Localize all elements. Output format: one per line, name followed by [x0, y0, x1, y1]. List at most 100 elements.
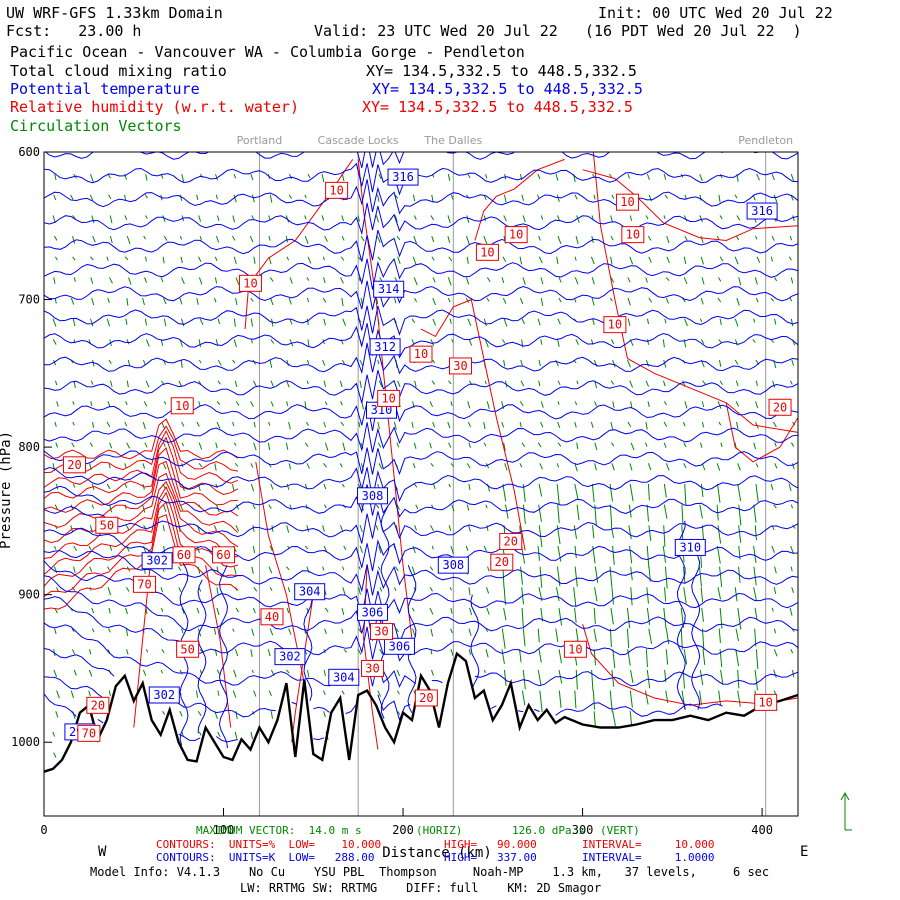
- theta-label: 302: [146, 554, 168, 568]
- vector-arrow: [466, 277, 470, 285]
- vector-arrow: [71, 442, 75, 448]
- vector-arrow: [610, 235, 614, 241]
- vector-arrow: [109, 380, 113, 387]
- vector-arrow: [735, 380, 739, 387]
- vector-arrow: [160, 607, 164, 612]
- theta-label: 316: [751, 204, 773, 218]
- vector-arrow: [611, 194, 615, 200]
- vector-arrow: [126, 587, 130, 592]
- vector-arrow: [323, 421, 327, 428]
- vector-arrow: [396, 504, 400, 510]
- vector-arrow: [537, 442, 542, 448]
- vector-arrow: [198, 215, 202, 222]
- vector-arrow: [128, 277, 132, 285]
- rh-label-box: [361, 659, 385, 677]
- vector-arrow: [576, 504, 580, 521]
- vector-arrow: [285, 566, 290, 571]
- vector-arrow: [143, 401, 148, 407]
- vector-arrow: [592, 318, 595, 326]
- vector-arrow: [486, 587, 490, 594]
- rh-label-box: [377, 389, 401, 407]
- vector-arrow: [702, 649, 706, 665]
- theta-contour: [44, 280, 798, 310]
- theta-label: 304: [333, 670, 355, 684]
- vector-arrow: [629, 215, 633, 222]
- theta-contour: [431, 679, 443, 684]
- vector-arrow: [538, 380, 541, 387]
- vector-arrow: [574, 421, 577, 428]
- vector-arrow: [699, 669, 704, 686]
- vector-arrow: [717, 277, 722, 282]
- max-vector-label: MAXIMUM VECTOR: 14.0 m s: [196, 824, 362, 837]
- vector-arrow: [197, 256, 202, 263]
- vector-arrow: [54, 380, 58, 386]
- vector-arrow: [358, 277, 361, 282]
- vector-arrow: [270, 401, 274, 407]
- vector-arrow: [683, 587, 687, 604]
- vector-arrow: [483, 545, 487, 552]
- vector-arrow: [734, 359, 739, 365]
- theta-contour: [97, 718, 104, 724]
- rh-label: 10: [414, 347, 428, 361]
- vector-arrow: [397, 256, 401, 264]
- vector-arrow: [630, 401, 633, 409]
- vector-arrow: [503, 669, 507, 686]
- vector-arrow: [448, 380, 452, 385]
- vector-arrow: [663, 421, 668, 427]
- vector-arrow: [736, 215, 741, 221]
- rh-contour: [44, 491, 239, 587]
- rh-contour: [44, 447, 238, 513]
- vector-arrow: [430, 628, 434, 637]
- east-label: E: [800, 844, 808, 860]
- vector-arrow: [163, 235, 168, 241]
- vector-arrow: [503, 215, 507, 222]
- rh-label-box: [499, 533, 523, 551]
- vector-arrow: [250, 483, 255, 492]
- vector-arrow: [702, 380, 706, 385]
- vector-arrow: [718, 628, 721, 643]
- vector-arrow: [557, 421, 561, 429]
- vector-arrow: [594, 566, 599, 583]
- theta-contour: [474, 671, 798, 687]
- vector-arrow: [324, 607, 329, 613]
- vector-arrow: [342, 442, 346, 451]
- vector-arrow: [375, 215, 379, 223]
- vector-arrow: [790, 277, 794, 284]
- vector-arrow: [72, 318, 76, 327]
- vector-arrow: [735, 235, 740, 241]
- vector-arrow: [72, 421, 75, 426]
- vector-arrow: [179, 235, 183, 240]
- vector-arrow: [304, 194, 307, 199]
- vector-arrow: [163, 442, 166, 447]
- vector-arrow: [556, 483, 560, 506]
- theta-label: 316: [392, 170, 414, 184]
- vector-arrow: [593, 194, 596, 200]
- vector-arrow: [646, 607, 651, 625]
- vector-arrow: [699, 194, 702, 201]
- vector-arrow: [145, 174, 148, 181]
- vector-arrow: [53, 359, 57, 366]
- vector-arrow: [737, 463, 741, 471]
- theta-contour-high: HIGH= 337.00: [444, 851, 537, 864]
- vector-arrow: [251, 628, 255, 636]
- vector-arrow: [521, 194, 525, 201]
- vector-arrow: [699, 173, 703, 182]
- y-tick-label: 700: [18, 293, 40, 307]
- rh-contour: [592, 152, 798, 433]
- vector-arrow: [609, 504, 613, 526]
- vector-arrow: [70, 194, 74, 200]
- vector-arrow: [448, 442, 452, 448]
- vector-arrow: [286, 669, 290, 674]
- vector-arrow: [126, 442, 131, 449]
- vector-arrow: [663, 504, 668, 519]
- vector-arrow: [71, 586, 76, 591]
- vector-arrow: [412, 463, 416, 469]
- vector-arrow: [773, 194, 778, 203]
- vector-arrow: [486, 277, 491, 282]
- vector-arrow: [54, 545, 57, 550]
- theta-label: 306: [389, 639, 411, 653]
- vector-arrow: [756, 256, 761, 263]
- vector-arrow: [593, 607, 596, 624]
- vector-arrow: [612, 545, 615, 565]
- vector-arrow: [611, 442, 615, 447]
